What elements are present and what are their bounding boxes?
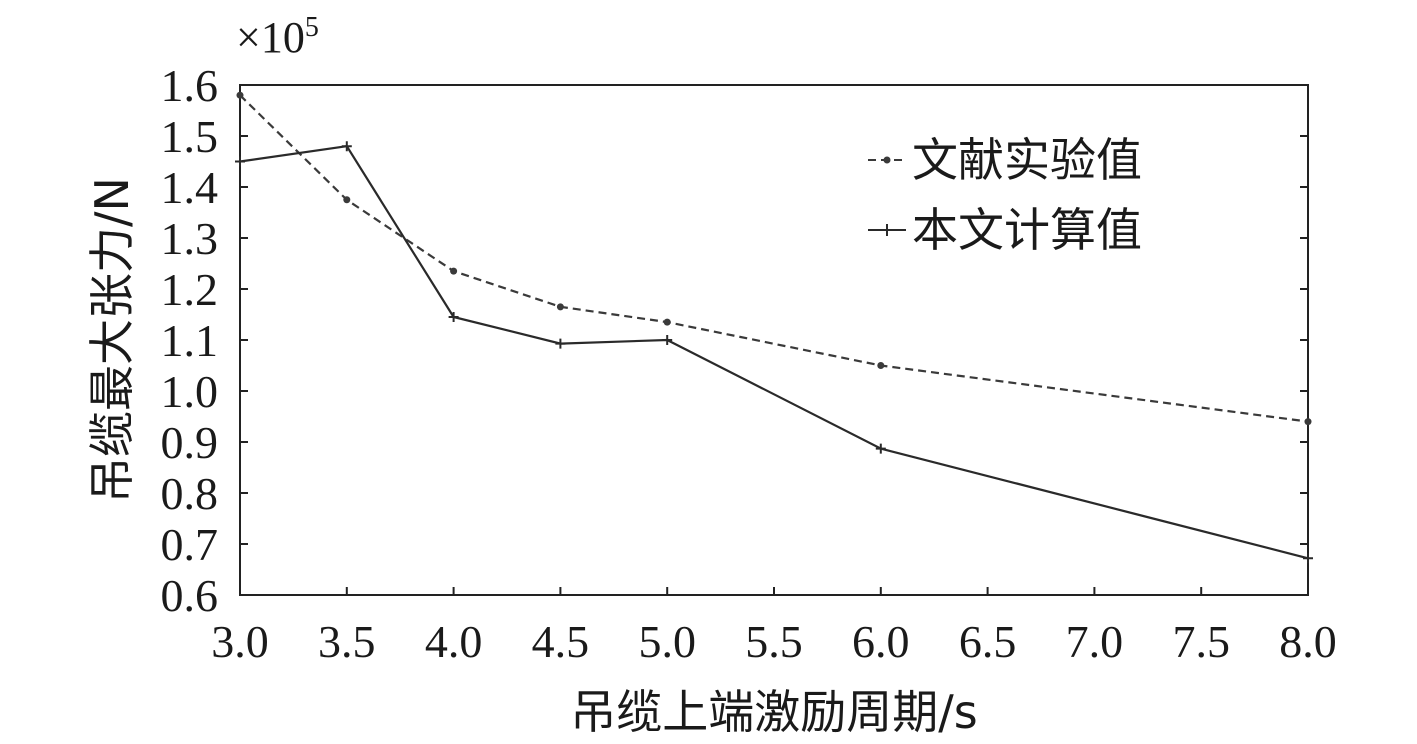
x-tick-label: 6.5 <box>959 616 1017 667</box>
x-tick-label: 7.0 <box>1066 616 1124 667</box>
data-point <box>1304 418 1312 426</box>
y-tick-label: 1.5 <box>161 111 219 162</box>
data-point <box>341 141 352 152</box>
legend-marker-calculation <box>881 224 893 236</box>
y-tick-label: 1.3 <box>161 213 219 264</box>
series-line-calculation <box>239 145 1309 560</box>
y-tick-label: 1.2 <box>161 264 219 315</box>
y-tick-label: 1.0 <box>161 366 219 417</box>
y-tick-label: 0.9 <box>161 417 219 468</box>
data-point <box>1303 553 1313 564</box>
data-point <box>556 303 564 311</box>
data-point <box>555 338 566 349</box>
data-point <box>235 156 245 167</box>
legend-marker-experiment <box>883 156 891 164</box>
x-tick-label: 5.0 <box>638 616 696 667</box>
ticks: 3.0 3.5 4.0 4.5 5.0 5.5 6.0 6.5 7.0 7.5 8.00.60.70… <box>161 60 1337 667</box>
x-tick-label: 6.0 <box>852 616 910 667</box>
data-point <box>662 335 673 345</box>
legend-label-experiment: 文献实验值 <box>912 133 1142 187</box>
series-line-experiment <box>239 94 1309 423</box>
x-tick-label: 4.5 <box>532 616 590 667</box>
legend-item-experiment: 文献实验值 <box>868 133 1142 187</box>
y-tick-label: 1.6 <box>161 60 219 111</box>
x-tick-label: 5.5 <box>745 616 803 667</box>
data-point <box>450 267 458 275</box>
series <box>235 91 1313 564</box>
data-point <box>236 91 244 99</box>
legend-item-calculation: 本文计算值 <box>868 203 1142 257</box>
x-tick-label: 8.0 <box>1279 616 1337 667</box>
data-point <box>663 318 671 326</box>
data-point <box>448 312 459 323</box>
y-tick-label: 0.6 <box>161 570 219 621</box>
x-axis-label: 吊缆上端激励周期/s <box>570 685 977 739</box>
data-point <box>875 443 886 454</box>
y-axis-label: 吊缆最大张力/N <box>85 177 139 503</box>
y-multiplier: ×105 <box>236 12 319 62</box>
y-tick-label: 1.1 <box>161 315 219 366</box>
plot-area <box>239 84 1309 596</box>
x-tick-label: 3.5 <box>318 616 376 667</box>
data-point <box>877 362 885 369</box>
data-point <box>343 196 351 204</box>
x-tick-label: 3.0 <box>211 616 269 667</box>
y-tick-label: 0.7 <box>161 519 219 570</box>
x-tick-label: 7.5 <box>1172 616 1230 667</box>
legend: 文献实验值 本文计算值 <box>868 133 1142 257</box>
legend-label-calculation: 本文计算值 <box>912 203 1142 257</box>
x-tick-label: 4.0 <box>425 616 483 667</box>
y-tick-label: 1.4 <box>161 162 219 213</box>
y-tick-label: 0.8 <box>161 468 219 519</box>
